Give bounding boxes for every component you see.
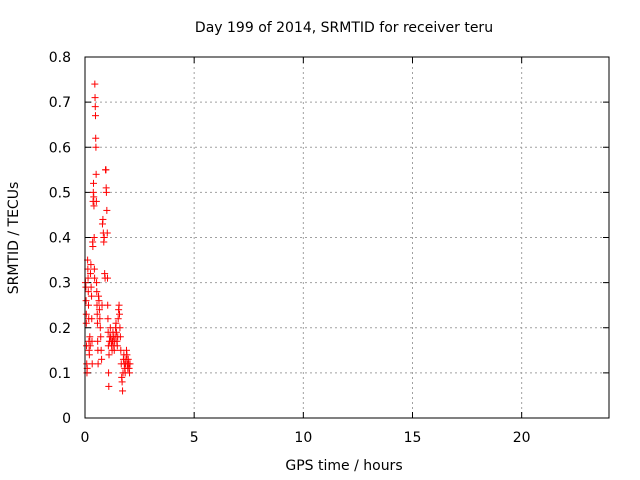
data-point (103, 206, 111, 214)
data-point (103, 274, 111, 282)
data-point (98, 355, 106, 363)
data-point (93, 288, 101, 296)
data-point (90, 234, 98, 241)
data-point (104, 315, 112, 323)
data-point (116, 333, 124, 341)
data-point (113, 342, 121, 350)
x-tick-label: 5 (190, 430, 199, 446)
data-point (89, 243, 97, 251)
data-point (92, 134, 100, 142)
data-point (93, 310, 101, 318)
y-tick-label: 0.4 (49, 231, 71, 247)
y-tick-label: 0.5 (49, 185, 71, 201)
y-tick-label: 0.3 (49, 276, 71, 292)
data-point (102, 166, 110, 174)
data-point (91, 94, 99, 102)
chart-title: Day 199 of 2014, SRMTID for receiver ter… (195, 20, 493, 36)
x-tick-label: 10 (294, 430, 312, 446)
y-tick-label: 0.7 (49, 95, 71, 111)
data-point (93, 279, 101, 287)
data-point (95, 297, 103, 305)
data-point (99, 215, 107, 223)
data-point (126, 369, 134, 377)
tick-layer (84, 56, 609, 419)
data-point (123, 351, 131, 359)
data-point (92, 197, 100, 205)
x-tick-label: 0 (81, 430, 90, 446)
data-point (119, 387, 127, 395)
x-tick-label: 20 (513, 430, 531, 446)
y-tick-label: 0 (62, 411, 71, 427)
data-point (112, 328, 120, 336)
data-point (92, 170, 100, 178)
data-point (88, 292, 96, 300)
data-point (91, 80, 99, 88)
data-point (95, 306, 103, 314)
x-axis-label: GPS time / hours (285, 458, 402, 474)
data-point (110, 346, 118, 354)
data-point (84, 288, 92, 296)
data-point (87, 283, 95, 291)
data-point (96, 315, 104, 323)
data-point (105, 369, 113, 377)
data-point (90, 265, 98, 273)
y-tick-label: 0.8 (49, 50, 71, 66)
y-tick-label: 0.6 (49, 140, 71, 156)
data-point (82, 310, 90, 318)
data-point (103, 229, 111, 237)
data-point (94, 360, 102, 368)
grid-layer (85, 57, 609, 418)
data-point (91, 274, 99, 282)
data-point (90, 193, 98, 201)
data-point (87, 261, 95, 269)
data-point (84, 301, 92, 309)
data-point (86, 342, 94, 350)
data-point (82, 297, 90, 305)
data-point (118, 378, 126, 386)
data-point (88, 360, 96, 368)
y-tick-label: 0.1 (49, 366, 71, 382)
plot-frame (84, 56, 610, 419)
data-point (91, 112, 99, 120)
data-point (115, 301, 123, 309)
data-point (91, 103, 99, 111)
data-point (90, 179, 98, 187)
data-point (84, 274, 92, 282)
data-point (105, 351, 113, 359)
data-point (97, 346, 105, 354)
y-tick-label: 0.2 (49, 321, 71, 337)
data-point (102, 188, 110, 196)
x-tick-label: 15 (404, 430, 422, 446)
data-point (86, 270, 94, 278)
data-point (116, 324, 124, 332)
data-point (86, 333, 94, 341)
data-point (100, 234, 108, 241)
data-point (94, 337, 102, 345)
data-point (126, 360, 134, 368)
label-layer: 0 5 10 15 20 0 0.1 0.2 0.3 0.4 0.5 0.6 0.7 0.8 (49, 50, 531, 446)
data-point (82, 319, 90, 327)
data-point (90, 202, 98, 210)
data-point (112, 319, 120, 327)
data-point (88, 315, 96, 323)
data-point (115, 310, 123, 318)
data-point (104, 301, 112, 309)
data-point (105, 382, 113, 390)
data-point (92, 143, 100, 151)
data-point (97, 333, 105, 341)
data-point (84, 265, 92, 273)
data-point (114, 315, 122, 323)
data-point (85, 351, 93, 359)
data-point (93, 319, 101, 327)
data-point (96, 324, 104, 332)
points-layer (81, 80, 134, 395)
y-axis-label: SRMTID / TECUs (6, 182, 22, 295)
